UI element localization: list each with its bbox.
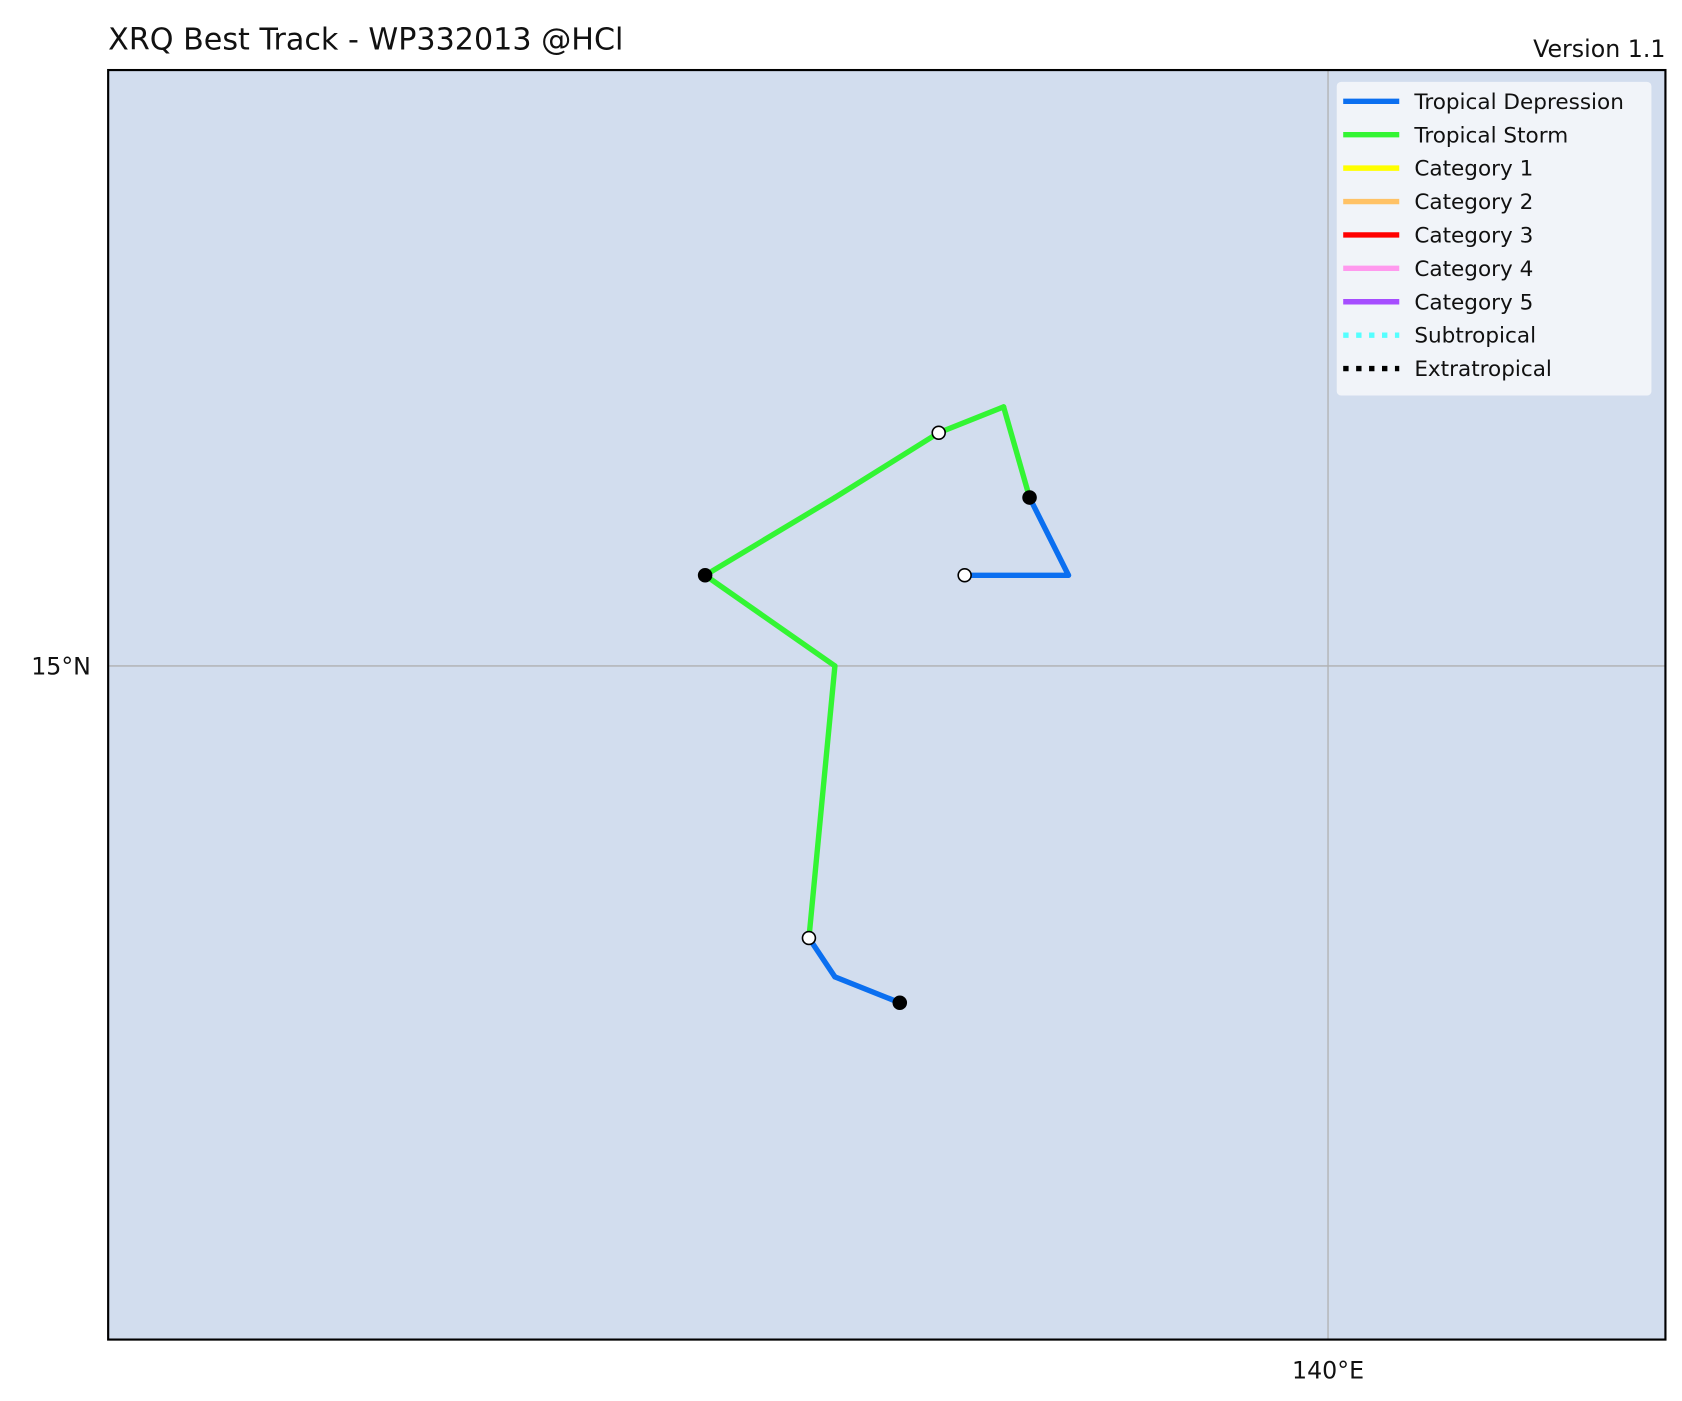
track-point — [1022, 490, 1037, 505]
track-segment — [702, 572, 838, 669]
legend-label: Category 4 — [1414, 257, 1533, 282]
track-segment — [702, 494, 838, 578]
track-point — [801, 930, 817, 946]
track-segment — [806, 663, 838, 941]
track-segment — [832, 974, 903, 1006]
legend-label: Category 2 — [1414, 190, 1533, 215]
legend-label: Extratropical — [1414, 357, 1552, 382]
legend-box — [1336, 81, 1652, 396]
y-tick-label: 15°N — [31, 653, 91, 681]
legend-label: Category 1 — [1414, 157, 1533, 182]
track-segment — [936, 404, 1007, 436]
track-segment — [806, 935, 838, 980]
x-tick-label: 140°E — [1292, 1356, 1364, 1384]
track-point — [931, 425, 946, 441]
map-frame — [107, 68, 1667, 1341]
track-point — [697, 567, 713, 583]
legend-label: Tropical Storm — [1413, 123, 1568, 148]
track-segment — [1000, 404, 1033, 501]
version-label: Version 1.1 — [1533, 35, 1665, 63]
track-segment — [832, 430, 942, 501]
legend-label: Tropical Depression — [1413, 90, 1624, 115]
track-segment — [1026, 494, 1072, 578]
track-point — [892, 995, 908, 1011]
track-point — [957, 567, 972, 583]
legend-label: Category 5 — [1414, 290, 1533, 315]
chart-title: XRQ Best Track - WP332013 @HCl — [108, 23, 623, 58]
legend-label: Category 3 — [1414, 223, 1533, 248]
legend-label: Subtropical — [1414, 324, 1536, 349]
